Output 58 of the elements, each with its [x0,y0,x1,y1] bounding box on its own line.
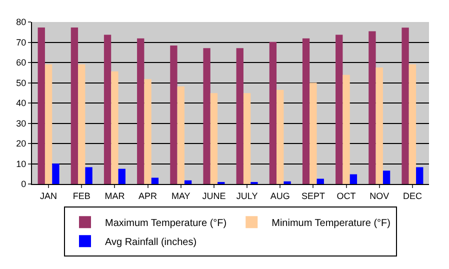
bar [151,178,159,184]
x-tick-label: JULY [236,190,258,201]
bar [243,93,251,184]
bar [350,174,358,184]
bar [38,27,45,184]
legend-label: Maximum Temperature (°F) [105,218,227,230]
x-tick-label: JUNE [202,190,226,201]
bar [310,82,317,184]
x-tick-label: NOV [370,190,390,201]
y-tick-label: 20 [16,138,26,149]
bar [302,38,310,184]
bar [382,170,390,184]
bar [170,45,178,184]
bar [376,68,383,184]
x-tick-label: SEPT [301,190,326,201]
bar [78,64,86,184]
x-tick-label: JAN [40,190,58,201]
bar [118,168,126,184]
legend-label: Minimum Temperature (°F) [272,218,390,230]
x-tick-label: MAR [104,190,126,201]
legend-label: Avg Rainfall (inches) [105,237,197,248]
bar [137,38,144,184]
y-tick-label: 30 [16,118,26,128]
bar [104,34,112,184]
bar [284,181,291,184]
bar [336,34,343,184]
bar [210,93,218,184]
bar [316,178,324,184]
bar [144,79,152,184]
y-tick-label: 80 [16,17,26,28]
x-tick-label: DEC [402,190,422,201]
bar [269,42,277,184]
bar [52,164,60,184]
bar [184,180,192,184]
bar [44,64,52,184]
bar [408,64,416,184]
bar [416,167,424,184]
y-tick-label: 10 [16,158,26,169]
y-tick-label: 50 [16,78,26,88]
bar [342,74,350,184]
y-tick-label: 70 [16,37,26,48]
bar [402,28,409,184]
y-tick-label: 40 [16,98,26,108]
bar [111,71,118,184]
x-tick-label: FEB [72,190,90,201]
bar [70,27,78,184]
x-tick-label: OCT [336,190,356,201]
bar [368,31,376,184]
x-tick-label: MAY [171,190,190,201]
x-tick-label: APR [138,190,158,201]
bar [236,48,244,184]
x-tick-label: AUG [270,190,290,201]
bar [276,90,284,184]
bar [203,48,210,184]
bar [85,167,92,184]
y-tick-label: 60 [16,58,26,68]
bar [177,86,184,184]
y-tick-label: 0 [21,179,26,190]
